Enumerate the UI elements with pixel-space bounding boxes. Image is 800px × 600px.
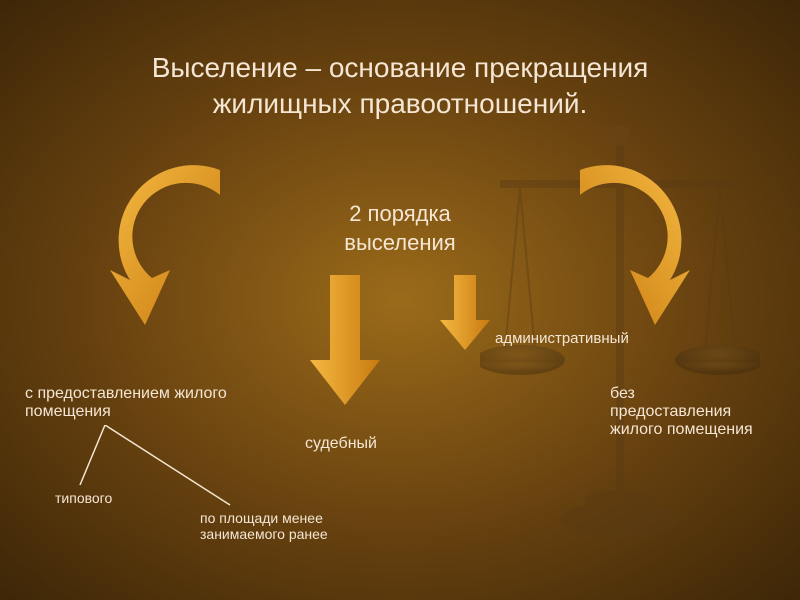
label-right-branch: без предоставления жилого помещения [610, 385, 753, 439]
curved-arrow-left [80, 150, 240, 350]
title-line2: жилищных правоотношений. [213, 88, 588, 119]
down-arrow-judicial [310, 275, 380, 405]
slide-title: Выселение – основание прекращения жилищн… [0, 0, 800, 123]
subtitle-line2: выселения [344, 230, 455, 255]
subtitle: 2 порядка выселения [344, 200, 455, 257]
title-line1: Выселение – основание прекращения [152, 52, 649, 83]
label-admin: административный [495, 330, 629, 347]
tree-connector [50, 425, 270, 515]
label-judicial: судебный [305, 435, 377, 453]
subtitle-line1: 2 порядка [349, 201, 451, 226]
curved-arrow-right [560, 150, 720, 350]
label-left-branch: с предоставлением жилого помещения [25, 385, 227, 421]
down-arrow-admin [440, 275, 490, 350]
